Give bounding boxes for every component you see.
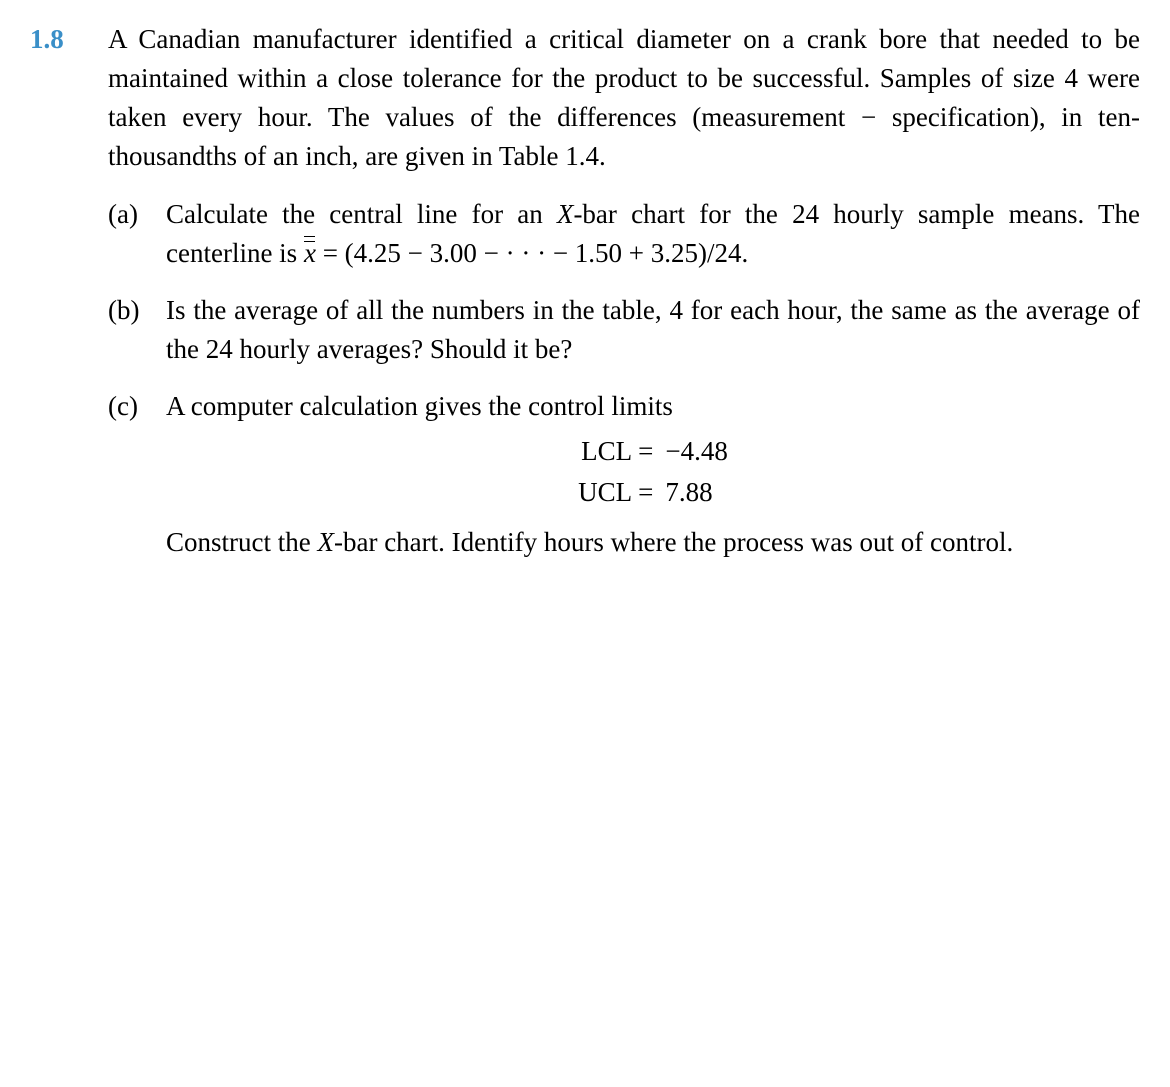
part-c-trail: Construct the X-bar chart. Identify hour… — [166, 523, 1140, 562]
part-a-lead: Calculate the central line for an — [166, 199, 557, 229]
part-c-after-lead: Construct the — [166, 527, 317, 557]
problem-number: 1.8 — [30, 20, 108, 59]
part-a-xbar-sym: X — [557, 199, 574, 229]
part-c: (c) A computer calculation gives the con… — [108, 387, 1140, 562]
ucl-label: UCL — [578, 473, 632, 512]
ucl-eq: = — [638, 473, 653, 512]
part-a-equation: = (4.25 − 3.00 − · · · − 1.50 + 3.25)/24… — [316, 238, 748, 268]
part-c-lead: A computer calculation gives the control… — [166, 387, 1140, 426]
lcl-eq: = — [638, 432, 653, 471]
problem-body: A Canadian manufacturer identified a cri… — [108, 20, 1140, 562]
part-b: (b) Is the average of all the numbers in… — [108, 291, 1140, 369]
lcl-value: −4.48 — [659, 432, 727, 471]
part-b-text: Is the average of all the numbers in the… — [166, 291, 1140, 369]
control-limits-block: LCL = −4.48 UCL = 7.88 — [166, 432, 1140, 512]
x-double-bar: x — [304, 240, 316, 267]
control-limits-table: LCL = −4.48 UCL = 7.88 — [578, 432, 728, 512]
part-a-label: (a) — [108, 195, 166, 234]
lcl-label: LCL — [581, 432, 632, 471]
part-c-label: (c) — [108, 387, 166, 426]
ucl-value: 7.88 — [659, 473, 712, 512]
part-b-label: (b) — [108, 291, 166, 330]
exercise-1-8: 1.8 A Canadian manufacturer identified a… — [30, 20, 1140, 562]
part-a-text: Calculate the central line for an X-bar … — [166, 195, 1140, 273]
part-c-after-xbar: -bar chart. Identify hours where the pro… — [334, 527, 1013, 557]
part-c-text: A computer calculation gives the control… — [166, 387, 1140, 562]
problem-intro: A Canadian manufacturer identified a cri… — [108, 20, 1140, 177]
part-a: (a) Calculate the central line for an X-… — [108, 195, 1140, 273]
part-c-xbar-sym: X — [317, 527, 334, 557]
